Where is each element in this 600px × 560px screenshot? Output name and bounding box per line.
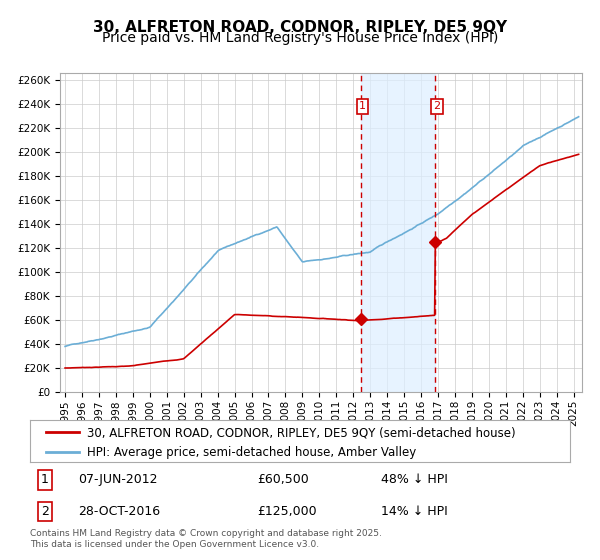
Text: 30, ALFRETON ROAD, CODNOR, RIPLEY, DE5 9QY (semi-detached house): 30, ALFRETON ROAD, CODNOR, RIPLEY, DE5 9… xyxy=(86,426,515,439)
Text: 1: 1 xyxy=(41,473,49,487)
Text: 30, ALFRETON ROAD, CODNOR, RIPLEY, DE5 9QY: 30, ALFRETON ROAD, CODNOR, RIPLEY, DE5 9… xyxy=(93,20,507,35)
Text: £125,000: £125,000 xyxy=(257,505,316,518)
Text: 07-JUN-2012: 07-JUN-2012 xyxy=(79,473,158,487)
Text: HPI: Average price, semi-detached house, Amber Valley: HPI: Average price, semi-detached house,… xyxy=(86,446,416,459)
Text: 2: 2 xyxy=(41,505,49,518)
Text: 48% ↓ HPI: 48% ↓ HPI xyxy=(381,473,448,487)
Bar xyxy=(361,73,435,392)
Text: £60,500: £60,500 xyxy=(257,473,308,487)
Text: 14% ↓ HPI: 14% ↓ HPI xyxy=(381,505,448,518)
Text: Contains HM Land Registry data © Crown copyright and database right 2025.
This d: Contains HM Land Registry data © Crown c… xyxy=(30,529,382,549)
Text: 2: 2 xyxy=(433,101,440,111)
Text: 28-OCT-2016: 28-OCT-2016 xyxy=(79,505,161,518)
Text: 1: 1 xyxy=(359,101,366,111)
Text: Price paid vs. HM Land Registry's House Price Index (HPI): Price paid vs. HM Land Registry's House … xyxy=(102,31,498,45)
